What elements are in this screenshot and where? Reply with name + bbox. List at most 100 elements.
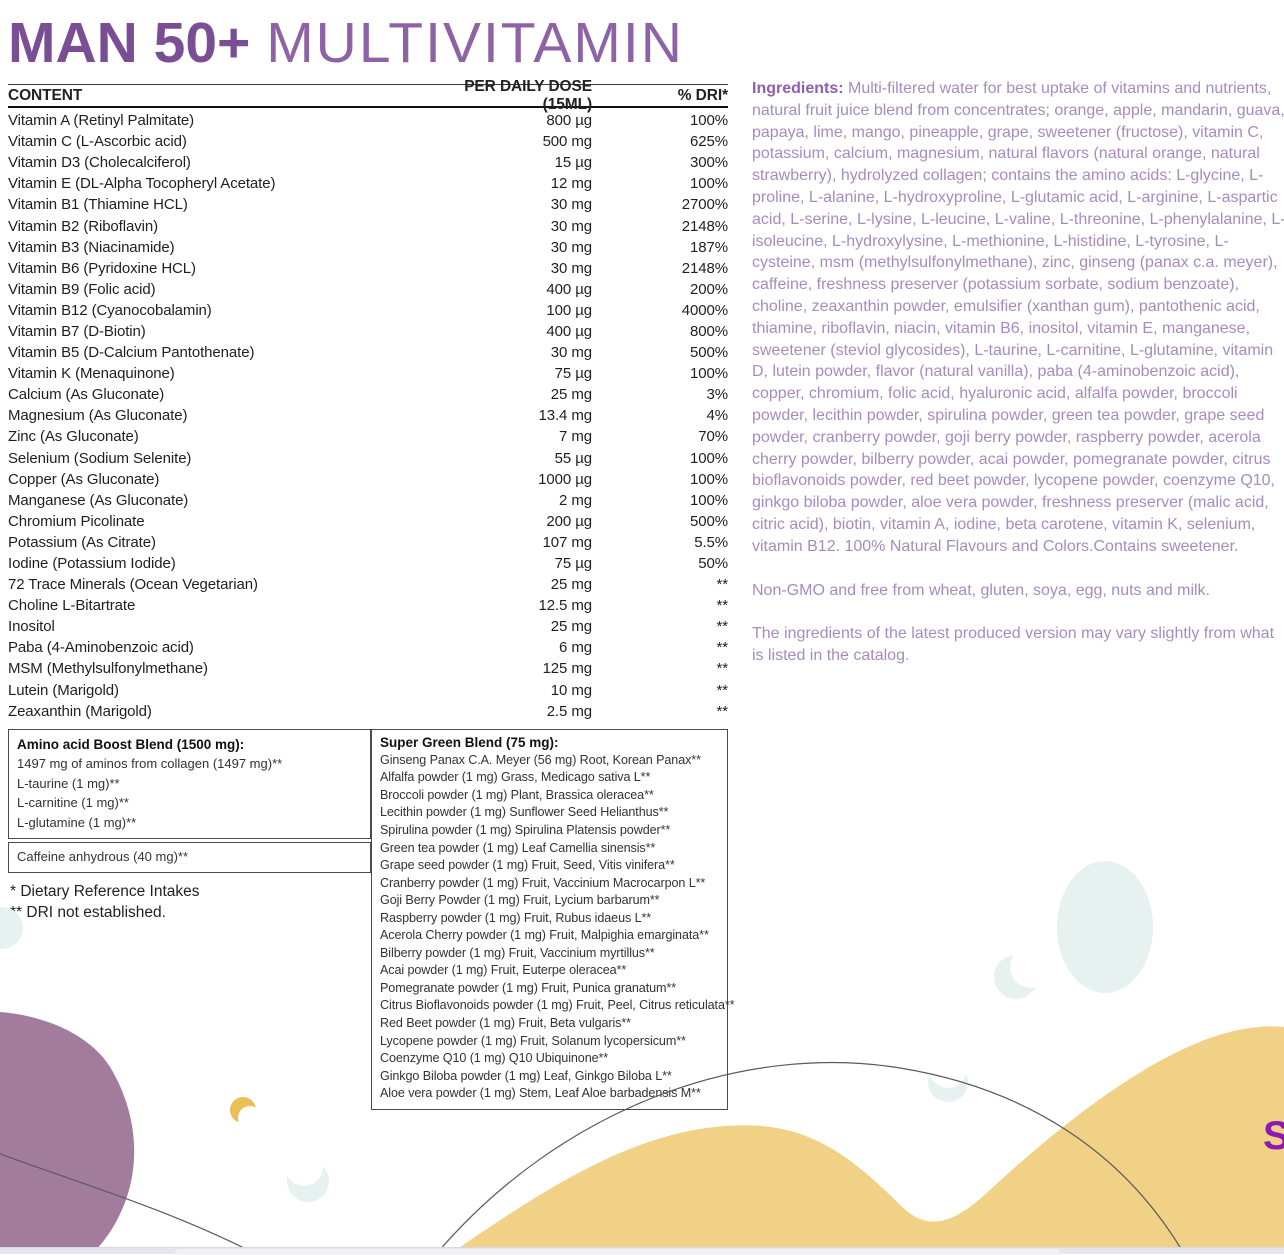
green-blend-item: Bilberry powder (1 mg) Fruit, Vaccinium …	[380, 945, 655, 960]
green-blend-item: Lycopene powder (1 mg) Fruit, Solanum ly…	[380, 1033, 686, 1048]
nutrient-dri: 200%	[690, 280, 728, 298]
nutrient-name: Manganese (As Gluconate)	[8, 491, 189, 509]
nutrient-dose: 30 mg	[550, 344, 592, 362]
green-blend-item: Pomegranate powder (1 mg) Fruit, Punica …	[380, 980, 676, 995]
nutrient-dose: 800 µg	[546, 112, 592, 130]
green-blend-item: Goji Berry Powder (1 mg) Fruit, Lycium b…	[380, 893, 660, 908]
nutrient-dose: 75 µg	[554, 555, 592, 573]
nutrient-dri: 500%	[690, 512, 728, 530]
nutrient-dri: **	[716, 618, 729, 636]
nutrient-dose: 6 mg	[559, 639, 592, 657]
page-title-bold: MAN 50+	[8, 11, 251, 75]
amino-blend-item: L-glutamine (1 mg)**	[17, 814, 137, 830]
table-row: 72 Trace Minerals (Ocean Vegetarian) 25 m…	[8, 574, 728, 595]
nutrient-name: Vitamin B3 (Niacinamide)	[8, 238, 175, 256]
nutrient-name: Lutein (Marigold)	[8, 681, 119, 699]
nutrient-dri: 100%	[690, 449, 728, 467]
green-blend-item: Grape seed powder (1 mg) Fruit, Seed, Vi…	[380, 858, 675, 873]
content-table-rows: Vitamin A (Retinyl Palmitate) 800 µg 100% V…	[8, 108, 728, 722]
nutrient-dose: 400 µg	[546, 322, 592, 340]
nutrient-name: Magnesium (As Gluconate)	[8, 407, 188, 425]
nutrient-name: Selenium (Sodium Selenite)	[8, 449, 192, 467]
green-blend-item: Green tea powder (1 mg) Leaf Camellia si…	[380, 840, 656, 855]
footnote: ** DRI not established.	[10, 904, 166, 921]
table-row: MSM (Methylsulfonylmethane) 125 mg **	[8, 658, 728, 679]
ingredients-panel: Ingredients: Multi-filtered water for be…	[752, 78, 1284, 667]
nutrient-name: Vitamin A (Retinyl Palmitate)	[8, 112, 195, 130]
page-title-light: MULTIVITAMIN	[266, 11, 684, 75]
nutrient-dose: 400 µg	[546, 280, 592, 298]
nutrient-dose: 30 mg	[550, 196, 592, 214]
nutrient-dri: 3%	[706, 386, 729, 404]
caffeine-box: Caffeine anhydrous (40 mg)**	[8, 842, 371, 873]
nutrient-name: Potassium (As Citrate)	[8, 533, 156, 551]
nutrient-name: Chromium Picolinate	[8, 512, 145, 530]
table-row: Copper (As Gluconate) 1000 µg 100%	[8, 469, 728, 490]
nutrient-dri: 2148%	[681, 259, 728, 277]
table-row: Choline L-Bitartrate 12.5 mg **	[8, 595, 728, 616]
nutrient-dri: 50%	[698, 555, 728, 573]
nutrient-dri: **	[716, 597, 729, 615]
nutrient-name: Inositol	[8, 618, 55, 636]
table-row: Vitamin B2 (Riboflavin) 30 mg 2148%	[8, 215, 728, 236]
green-blend-item: Ginseng Panax C.A. Meyer (56 mg) Root, K…	[380, 752, 701, 767]
nutrient-dri: 100%	[690, 112, 728, 130]
content-table-header: CONTENT PER DAILY DOSE (15ML) % DRI*	[8, 78, 728, 113]
catalog-disclaimer: The ingredients of the latest produced v…	[752, 625, 1275, 665]
green-blend-title: Super Green Blend (75 mg):	[380, 735, 559, 750]
nutrient-name: Zeaxanthin (Marigold)	[8, 702, 152, 720]
amino-blend-title: Amino acid Boost Blend (1500 mg):	[17, 737, 245, 752]
nutrient-name: Copper (As Gluconate)	[8, 470, 160, 488]
nutrient-dose: 2.5 mg	[546, 702, 592, 720]
column-header-dose: PER DAILY DOSE (15ML)	[464, 77, 592, 113]
nutrient-dose: 30 mg	[550, 238, 592, 256]
table-row: Selenium (Sodium Selenite) 55 µg 100%	[8, 448, 728, 469]
nutrient-dose: 25 mg	[550, 576, 592, 594]
nutrient-dri: 100%	[690, 175, 728, 193]
table-row: Paba (4-Aminobenzoic acid) 6 mg **	[8, 637, 728, 658]
nutrient-dose: 107 mg	[542, 533, 593, 551]
nutrient-name: Paba (4-Aminobenzoic acid)	[8, 639, 194, 657]
green-blend-item: Acerola Cherry powder (1 mg) Fruit, Malp…	[380, 928, 709, 943]
nutrient-name: Vitamin B9 (Folic acid)	[8, 280, 156, 298]
nutrient-name: Iodine (Potassium Iodide)	[8, 555, 176, 573]
table-row: Manganese (As Gluconate) 2 mg 100%	[8, 490, 728, 511]
ingredients-paragraph: Ingredients: Multi-filtered water for be…	[752, 78, 1284, 558]
green-blend-item: Acai powder (1 mg) Fruit, Euterpe olerac…	[380, 963, 627, 978]
nutrient-dose: 2 mg	[559, 491, 592, 509]
table-row: Vitamin B12 (Cyanocobalamin) 100 µg 4000%	[8, 300, 728, 321]
amino-blend-item: L-carnitine (1 mg)**	[17, 795, 129, 810]
nutrient-name: Vitamin B7 (D-Biotin)	[8, 322, 146, 340]
nutrient-dose: 13.4 mg	[538, 407, 593, 425]
green-blend-item: Raspberry powder (1 mg) Fruit, Rubus ida…	[380, 910, 652, 925]
nutrient-name: Calcium (As Gluconate)	[8, 386, 165, 404]
nutrient-dri: **	[716, 681, 729, 699]
green-blend-item: Citrus Bioflavonoids powder (1 mg) Fruit…	[380, 998, 735, 1013]
column-header-dri: % DRI*	[677, 86, 728, 104]
amino-acid-blend-box: Amino acid Boost Blend (1500 mg): 1497 m…	[8, 729, 371, 839]
green-blend-item: Red Beet powder (1 mg) Fruit, Beta vulga…	[380, 1016, 631, 1030]
green-blend-item: Aloe vera powder (1 mg) Stem, Leaf Aloe …	[380, 1086, 701, 1101]
green-blend-item: Lecithin powder (1 mg) Sunflower Seed He…	[380, 805, 669, 820]
green-blend-items: Ginseng Panax C.A. Meyer (56 mg) Root, K…	[380, 752, 735, 1103]
table-row: Vitamin E (DL-Alpha Tocopheryl Acetate) 1…	[8, 173, 728, 194]
nutrient-name: 72 Trace Minerals (Ocean Vegetarian)	[8, 576, 258, 594]
content-table: CONTENT PER DAILY DOSE (15ML) % DRI* Vit…	[8, 78, 728, 722]
table-row: Potassium (As Citrate) 107 mg 5.5%	[8, 532, 728, 553]
nutrient-dri: 100%	[690, 365, 728, 383]
green-blend-item: Broccoli powder (1 mg) Plant, Brassica o…	[380, 787, 654, 802]
footnotes: * Dietary Reference Intakes ** DRI not es…	[8, 881, 371, 923]
non-gmo-note: Non-GMO and free from wheat, gluten, soy…	[752, 581, 1210, 599]
table-row: Vitamin B1 (Thiamine HCL) 30 mg 2700%	[8, 194, 728, 215]
nutrient-dri: 4000%	[681, 301, 728, 319]
nutrient-dose: 7 mg	[559, 428, 592, 446]
caffeine-item: Caffeine anhydrous (40 mg)**	[17, 849, 189, 864]
table-row: Vitamin D3 (Cholecalciferol) 15 µg 300%	[8, 152, 728, 173]
footnote: * Dietary Reference Intakes	[10, 883, 200, 900]
nutrient-name: Vitamin B6 (Pyridoxine HCL)	[8, 259, 196, 277]
ingredients-text: Multi-filtered water for best uptake of …	[752, 80, 1284, 555]
nutrient-dose: 125 mg	[542, 660, 593, 678]
nutrient-name: Zinc (As Gluconate)	[8, 428, 139, 446]
table-row: Zinc (As Gluconate) 7 mg 70%	[8, 426, 728, 447]
nutrient-dose: 75 µg	[554, 365, 592, 383]
